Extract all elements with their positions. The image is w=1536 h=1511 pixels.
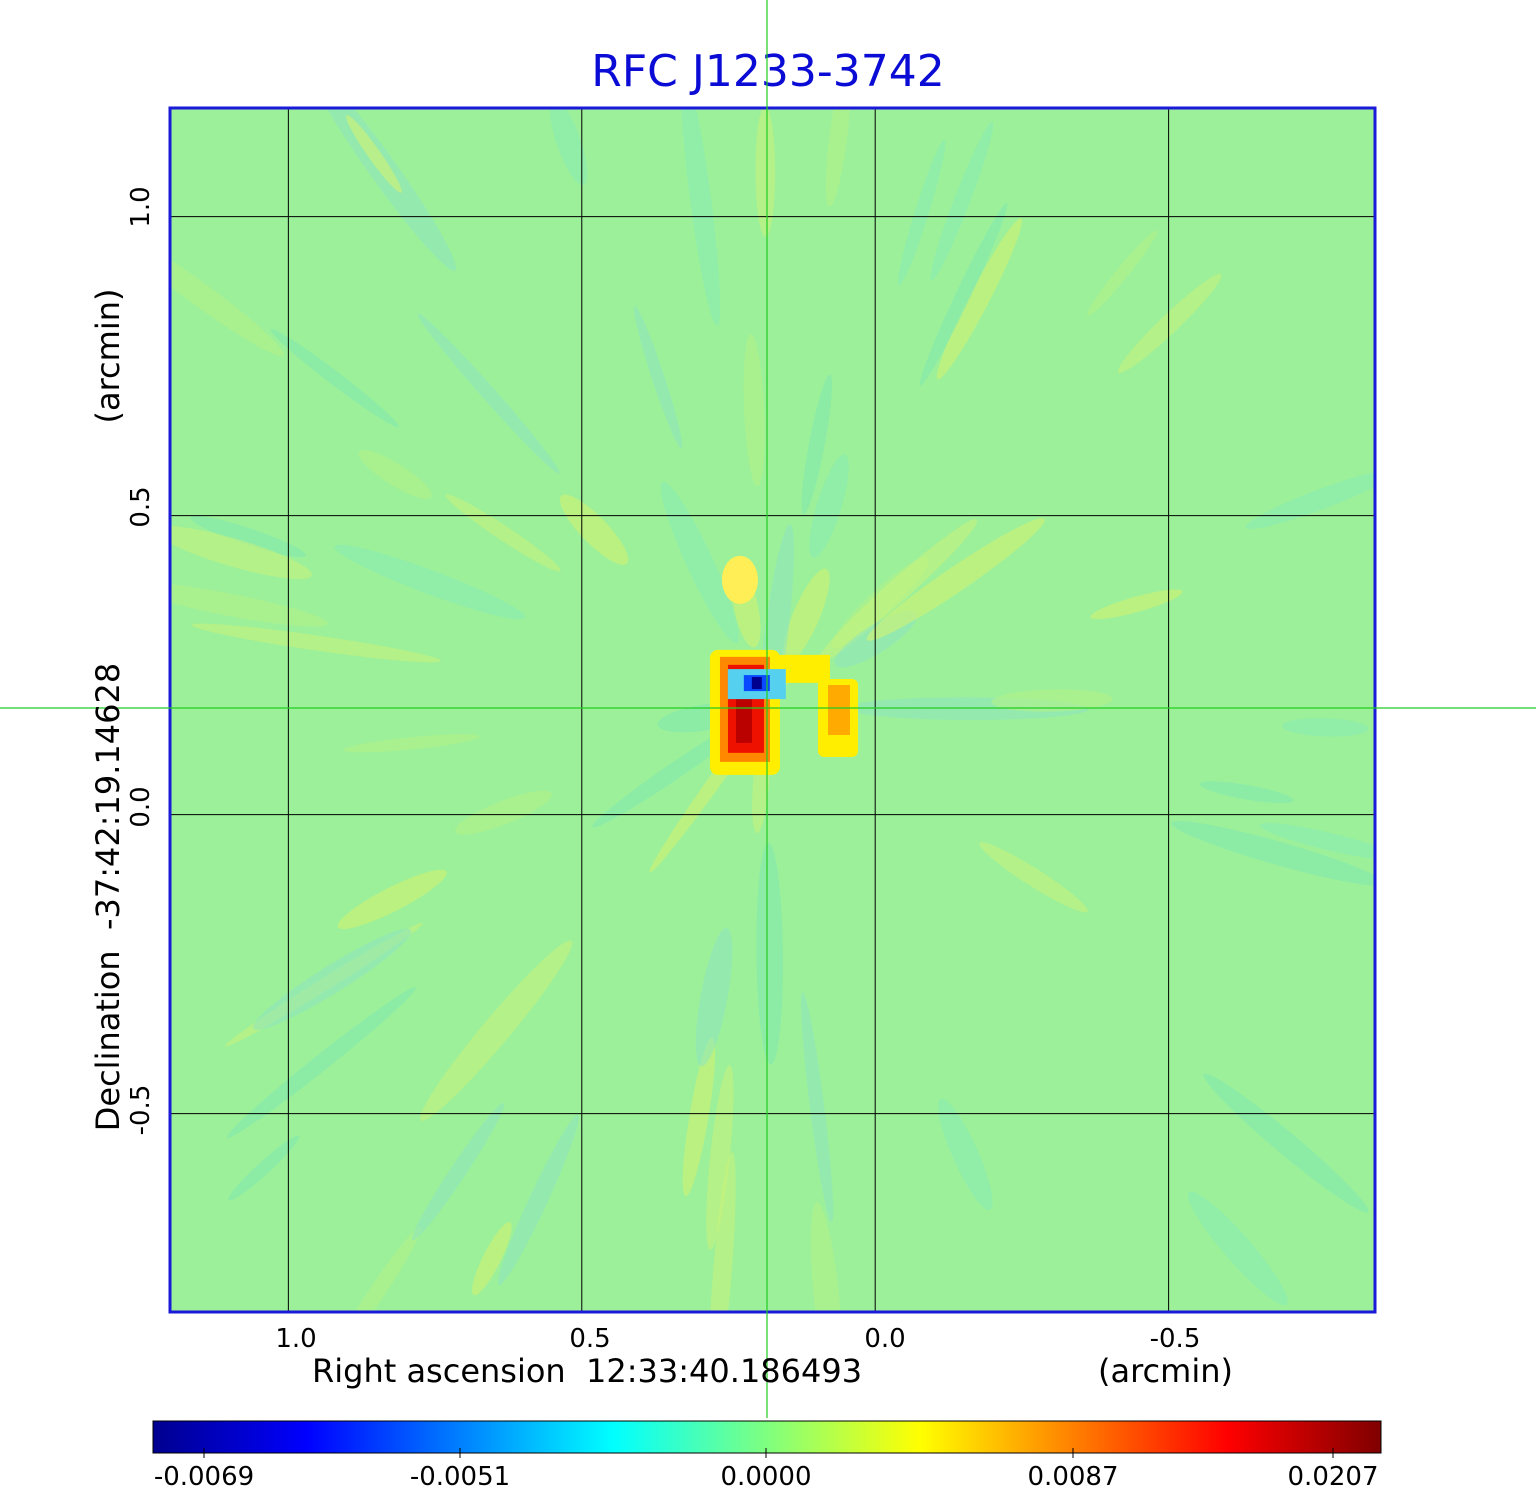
noise-streak bbox=[1171, 820, 1374, 886]
noise-streak bbox=[331, 1226, 421, 1311]
noise-streak bbox=[411, 1103, 505, 1241]
chart-title: RFC J1233-3742 bbox=[591, 46, 945, 97]
noise-streak bbox=[171, 526, 313, 580]
noise-streak bbox=[455, 790, 552, 835]
noise-streak bbox=[334, 544, 526, 620]
noise-streak bbox=[190, 515, 306, 558]
noise-streak bbox=[343, 734, 480, 753]
colorbar-tick-label: -0.0069 bbox=[153, 1462, 255, 1492]
plot-frame bbox=[168, 106, 1377, 1314]
noise-streak bbox=[801, 992, 834, 1223]
noise-streak bbox=[445, 494, 561, 572]
noise-streak bbox=[919, 203, 1008, 386]
noise-streak bbox=[815, 519, 978, 665]
noise-streak bbox=[358, 449, 432, 499]
noise-streak bbox=[346, 115, 402, 193]
y-tick-label: 0.0 bbox=[126, 786, 156, 828]
noise-streak bbox=[420, 940, 573, 1121]
colorbar bbox=[152, 1420, 1382, 1454]
noise-streak bbox=[191, 623, 442, 663]
noise-streak bbox=[706, 1065, 734, 1250]
noise-streak bbox=[1259, 822, 1374, 860]
noise-streak bbox=[938, 1098, 993, 1210]
noise-streak bbox=[1118, 273, 1222, 373]
noise-streak bbox=[979, 842, 1088, 913]
x-tick-label: -0.5 bbox=[1149, 1324, 1201, 1354]
noise-streak bbox=[783, 568, 830, 663]
x-axis-label: Right ascension 12:33:40.186493 bbox=[312, 1352, 863, 1390]
noise-streak bbox=[936, 218, 1022, 380]
noise-streak bbox=[337, 869, 447, 930]
noise-streak bbox=[898, 139, 946, 286]
noise-streak bbox=[825, 109, 851, 207]
y-tick-label: 1.0 bbox=[126, 186, 156, 228]
noise-streak bbox=[801, 374, 833, 515]
noise-streak bbox=[472, 1222, 512, 1296]
noise-streak bbox=[743, 334, 765, 487]
noise-streak bbox=[253, 928, 412, 1030]
noise-streak bbox=[171, 582, 328, 627]
colorbar-tick-label: 0.0207 bbox=[1287, 1462, 1379, 1492]
colorbar-tick-label: 0.0087 bbox=[1027, 1462, 1119, 1492]
noise-streak bbox=[660, 481, 739, 644]
noise-streak bbox=[930, 121, 994, 281]
noise-streak bbox=[682, 1037, 716, 1197]
noise-streak bbox=[695, 927, 733, 1067]
secondary-core bbox=[827, 685, 850, 736]
noise-streak bbox=[226, 987, 417, 1138]
y-tick-label: 0.5 bbox=[126, 486, 156, 528]
noise-streak bbox=[1245, 470, 1374, 530]
noise-streak bbox=[1087, 230, 1158, 316]
x-tick-label: 0.0 bbox=[864, 1324, 906, 1354]
y-axis-unit: (arcmin) bbox=[89, 288, 127, 424]
noise-streak bbox=[1282, 718, 1369, 737]
noise-streak bbox=[1187, 1191, 1288, 1306]
noise-streak bbox=[417, 313, 560, 474]
noise-streak bbox=[270, 328, 399, 428]
noise-streak bbox=[756, 842, 784, 1065]
noise-streak bbox=[171, 232, 285, 357]
y-axis-label: Declination -37:42:19.14628 bbox=[89, 662, 127, 1132]
negative-peak bbox=[751, 677, 762, 690]
noise-streak bbox=[755, 109, 776, 237]
colorbar-tick-label: 0.0000 bbox=[720, 1462, 812, 1492]
noise-streak bbox=[1199, 781, 1294, 804]
noise-streak bbox=[866, 518, 1045, 641]
noise-streak bbox=[810, 1202, 843, 1311]
x-axis-unit: (arcmin) bbox=[1098, 1352, 1233, 1390]
noise-streak bbox=[228, 1135, 300, 1201]
x-tick-label: 0.5 bbox=[569, 1324, 611, 1354]
x-tick-label: 1.0 bbox=[275, 1324, 317, 1354]
sidelobe-positive bbox=[721, 555, 758, 604]
noise-streak bbox=[559, 494, 629, 565]
y-tick-label: -0.5 bbox=[126, 1084, 156, 1136]
noise-streak bbox=[709, 1152, 736, 1311]
noise-streak bbox=[633, 305, 683, 449]
noise-streak bbox=[1203, 1073, 1369, 1213]
noise-streak bbox=[809, 454, 849, 558]
noise-streak bbox=[991, 689, 1113, 712]
noise-streak bbox=[549, 109, 588, 186]
noise-streak bbox=[1090, 589, 1183, 620]
colorbar-tick-label: -0.0051 bbox=[409, 1462, 511, 1492]
noise-streak bbox=[497, 1114, 579, 1286]
noise-streak bbox=[681, 109, 721, 327]
